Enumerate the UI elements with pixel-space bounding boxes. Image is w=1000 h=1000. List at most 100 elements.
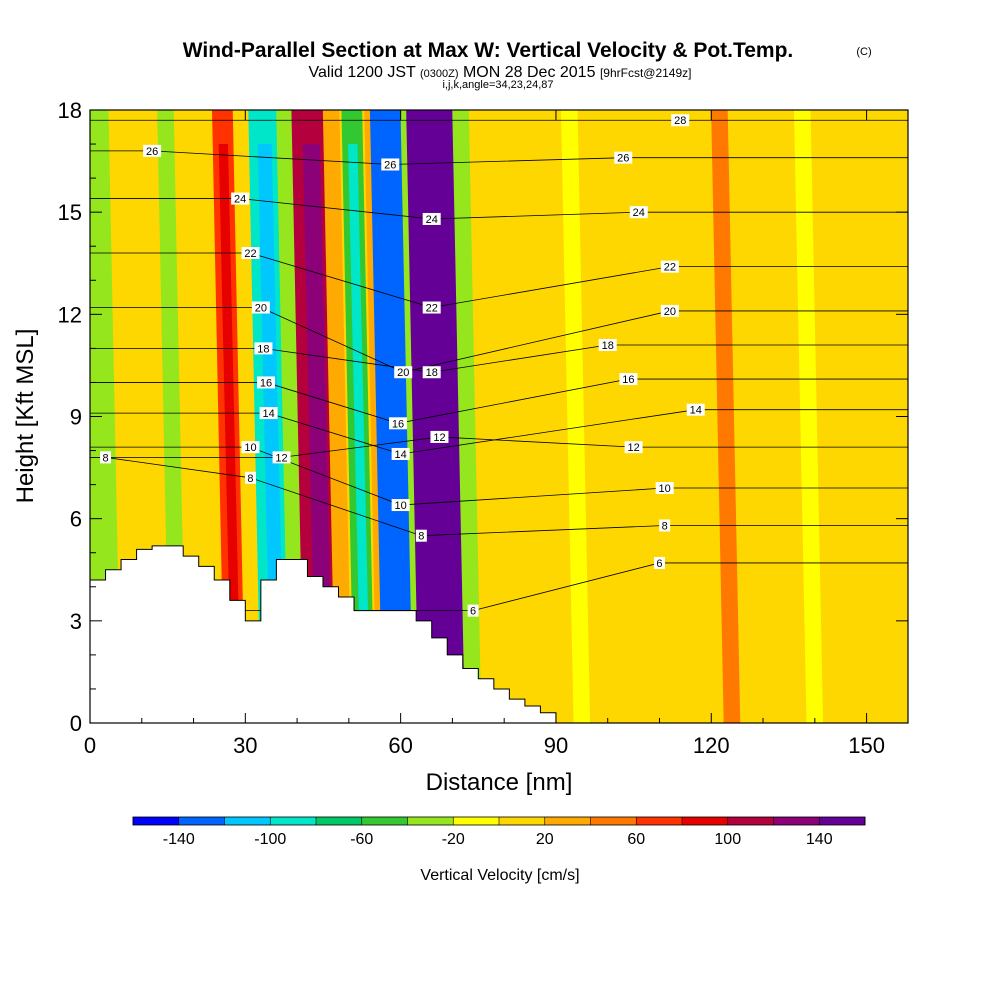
y-tick-label: 0: [70, 711, 82, 736]
theta-contour-value: 22: [244, 248, 256, 260]
y-tick-label: 3: [70, 609, 82, 634]
velocity-band: [560, 110, 591, 723]
x-tick-label: 30: [233, 733, 257, 758]
colorbar-swatch: [316, 817, 363, 825]
theta-contour-label: 14: [259, 407, 278, 420]
colorbar-tick-label: -60: [350, 831, 373, 848]
colorbar-swatch: [727, 817, 774, 825]
velocity-core: [257, 144, 284, 655]
velocity-band: [535, 110, 565, 723]
theta-contour-value: 22: [426, 303, 438, 315]
colorbar-swatch: [819, 817, 866, 825]
title-block: Wind-Parallel Section at Max W: Vertical…: [183, 39, 872, 91]
theta-contour-value: 18: [257, 343, 269, 355]
theta-contour-label: 22: [422, 301, 441, 315]
theta-contour-value: 24: [234, 194, 246, 206]
velocity-core: [302, 144, 332, 655]
y-tick-label: 9: [70, 405, 82, 430]
theta-contour-value: 26: [384, 159, 396, 171]
colorbar-swatch: [270, 817, 317, 825]
velocity-core: [348, 144, 370, 655]
colorbar-swatch: [590, 817, 637, 825]
terrain-mask: [90, 545, 557, 723]
theta-contour-value: 24: [426, 214, 438, 226]
colorbar-swatch: [544, 817, 591, 825]
theta-contour-value: 8: [662, 520, 668, 532]
x-tick-label: 150: [848, 733, 885, 758]
velocity-band: [452, 110, 482, 723]
colorbar-tick-label: -140: [163, 831, 195, 848]
theta-contour-value: 6: [470, 606, 476, 618]
theta-contour-label: 8: [100, 451, 112, 464]
theta-contour-label: 26: [614, 151, 633, 165]
theta-contour-value: 16: [622, 374, 634, 386]
colorbar-swatch: [361, 817, 408, 825]
y-tick-label: 6: [70, 507, 82, 532]
theta-contour-value: 10: [395, 500, 407, 512]
velocity-band: [638, 110, 668, 723]
theta-contour-label: 26: [381, 158, 400, 171]
theta-contour-value: 26: [146, 146, 158, 158]
x-axis-label: Distance [nm]: [426, 769, 573, 796]
theta-contour-label: 12: [272, 451, 291, 464]
theta-contour-label: 16: [619, 373, 638, 386]
theta-contour-value: 12: [275, 452, 287, 464]
colorbar-swatch: [499, 817, 546, 825]
colorbar-swatch: [224, 817, 271, 825]
grid-info-line: i,j,k,angle=34,23,24,87: [442, 79, 553, 91]
colorbar-tick-label: 100: [714, 831, 741, 848]
colorbar-tick-label: 60: [627, 831, 645, 848]
theta-contour-label: 14: [686, 403, 705, 417]
theta-contour-value: 12: [627, 442, 639, 454]
chart-subtitle: Valid 1200 JST (0300Z) MON 28 Dec 2015 […: [309, 64, 692, 81]
theta-contour-label: 20: [251, 301, 270, 315]
subtitle-date: MON 28 Dec 2015: [463, 64, 596, 81]
theta-contour-value: 14: [262, 408, 274, 420]
theta-contour-labels: 26 24 22 20 18 16 14 12 10 8 8 26 24 22 20 18 16 14 12 10 8 6…: [100, 114, 705, 618]
theta-contour-label: 26: [143, 144, 162, 158]
theta-contour-value: 28: [674, 115, 686, 127]
subtitle-forecast: [9hrFcst@2149z]: [600, 66, 692, 80]
velocity-band: [322, 110, 352, 723]
theta-contour-value: 12: [433, 432, 445, 444]
theta-contour-label: 18: [422, 366, 441, 379]
theta-contour-label: 20: [660, 304, 679, 318]
velocity-core: [383, 144, 417, 655]
theta-contour-label: 6: [467, 604, 479, 618]
velocity-band: [793, 110, 824, 723]
theta-contour-label: 6: [653, 556, 665, 570]
theta-contour-label: 16: [389, 417, 408, 430]
velocity-band: [871, 110, 901, 723]
colorbar-swatch: [453, 817, 500, 825]
theta-contour-value: 20: [664, 306, 676, 318]
theta-contour-value: 18: [602, 340, 614, 352]
x-tick-label: 90: [544, 733, 568, 758]
theta-contour-value: 6: [656, 558, 662, 570]
theta-contour-value: 24: [633, 207, 645, 219]
plot-area: 26 24 22 20 18 16 14 12 10 8 8 26 24 22 20 18 16 14 12 10 8 6…: [90, 110, 908, 723]
colorbar-swatch: [407, 817, 454, 825]
y-tick-label: 12: [58, 302, 82, 327]
velocity-core: [218, 144, 240, 655]
theta-contour-value: 26: [617, 153, 629, 165]
theta-contour-label: 12: [624, 441, 643, 454]
chart-title: Wind-Parallel Section at Max W: Vertical…: [183, 39, 794, 62]
theta-contour-label: 24: [231, 192, 250, 206]
theta-contour-label: 16: [257, 376, 276, 389]
colorbar-swatch: [636, 817, 683, 825]
theta-contour-value: 8: [418, 531, 424, 543]
colorbar-tick-label: 20: [536, 831, 554, 848]
colorbar-swatch: [773, 817, 820, 825]
theta-contour-label: 28: [671, 114, 690, 127]
theta-contour-value: 20: [255, 303, 267, 315]
colorbar-swatch: [133, 817, 180, 825]
y-tick-label: 18: [58, 98, 82, 123]
colorbar: -140 -100 -60 -20 20 60 100 140: [132, 816, 866, 848]
theta-contour-value: 8: [102, 452, 108, 464]
colorbar-tick-label: -20: [442, 831, 465, 848]
theta-contour-value: 22: [664, 262, 676, 274]
theta-contour-label: 20: [394, 366, 413, 379]
theta-contour-value: 18: [426, 367, 438, 379]
theta-contour-value: 14: [690, 405, 702, 417]
